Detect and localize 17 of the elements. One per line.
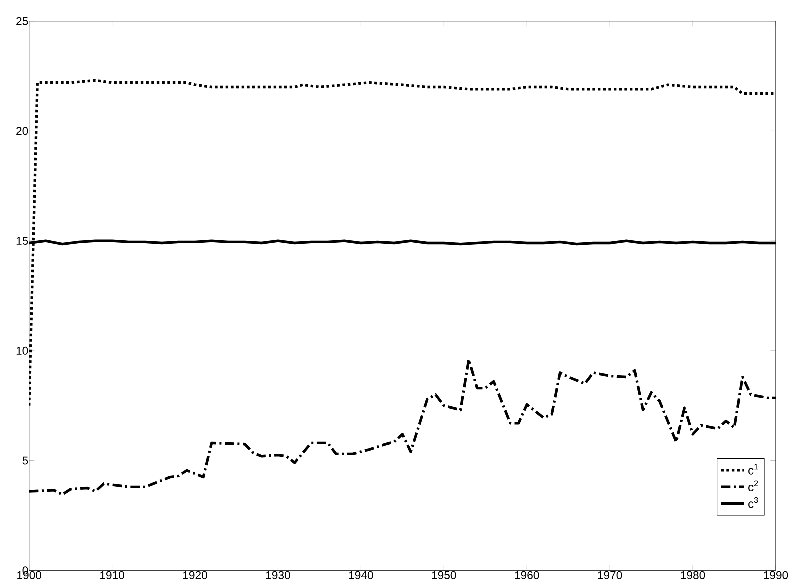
x-tick-label: 1940 bbox=[349, 571, 374, 580]
y-tick-label: 10 bbox=[16, 346, 28, 355]
legend-label: c$^{1}$ bbox=[748, 464, 758, 475]
x-tick-label: 1970 bbox=[598, 571, 622, 580]
x-tick-label: 1930 bbox=[266, 571, 290, 580]
x-tick-label: 1980 bbox=[681, 571, 706, 580]
x-tick-label: 1910 bbox=[100, 571, 124, 580]
y-tick-label: 15 bbox=[16, 237, 28, 246]
x-tick-label: 1990 bbox=[764, 571, 788, 580]
x-tick-label: 1950 bbox=[432, 571, 456, 580]
x-tick-label: 1920 bbox=[184, 571, 208, 580]
y-tick-label: 25 bbox=[16, 17, 28, 26]
x-tick-label: 1960 bbox=[515, 571, 540, 580]
y-tick-label: 5 bbox=[22, 456, 28, 465]
legend-label: c$^{3}$ bbox=[748, 497, 758, 508]
legend-label: c$^{2}$ bbox=[748, 480, 758, 492]
y-tick-label: 20 bbox=[16, 127, 28, 136]
